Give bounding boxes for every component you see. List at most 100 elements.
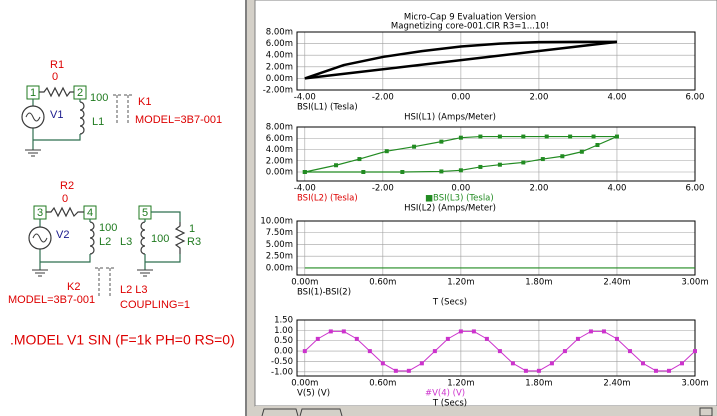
marker (478, 134, 483, 139)
y-tick-label: 6.00m (266, 39, 293, 49)
inductor (79, 101, 85, 135)
marker (484, 336, 489, 341)
tab-strip (255, 406, 717, 416)
plot-area (297, 32, 695, 90)
marker (393, 368, 398, 373)
label: 100 (90, 92, 108, 104)
marker (588, 329, 593, 334)
plot-border (296, 31, 696, 91)
x-tick-label: 1.80m (525, 278, 552, 288)
label: 0 (62, 193, 68, 205)
y-tick-label: 1.00 (274, 326, 293, 336)
x-axis-label: T (Secs) (432, 298, 467, 308)
y-tick-label: -2.00m (263, 86, 293, 96)
voltage-source (28, 226, 52, 250)
marker (334, 163, 339, 168)
trace-label: ■BSI(L3) (Tesla) (425, 194, 494, 204)
resistor (174, 222, 186, 254)
node-label: 3 (37, 207, 43, 219)
marker (458, 135, 463, 140)
marker (601, 329, 606, 334)
wire (32, 99, 81, 150)
marker (357, 157, 362, 162)
marker (341, 329, 346, 334)
marker (627, 349, 632, 354)
x-tick-label: -4.00 (294, 184, 316, 194)
inductor (89, 221, 95, 255)
label: L3 (120, 236, 132, 248)
x-tick-label: 4.00 (607, 184, 626, 194)
marker (497, 134, 502, 139)
marker (400, 170, 405, 174)
label: K1 (138, 96, 151, 108)
marker (693, 349, 697, 354)
marker (361, 170, 366, 174)
marker (666, 368, 671, 373)
ground (32, 269, 153, 277)
wire (39, 211, 181, 270)
marker (497, 349, 502, 354)
trace-label: BSI(L1) (Tesla) (297, 103, 358, 113)
y-tick-label: -1.00 (271, 367, 293, 377)
label: MODEL=3B7-001 (135, 114, 222, 126)
marker (523, 368, 528, 373)
y-tick-label: 4.00m (266, 51, 293, 61)
x-axis-label: HSI(L2) (Amps/Meter) (404, 204, 496, 214)
marker (406, 368, 411, 373)
x-tick-label: 0.60m (369, 278, 396, 288)
label: R2 (60, 180, 74, 192)
marker (575, 336, 580, 341)
marker (540, 157, 545, 162)
y-tick-label: 8.00m (266, 28, 293, 38)
x-tick-label: 1.80m (525, 379, 552, 389)
marker (380, 361, 385, 366)
x-axis-label: T (Secs) (432, 399, 467, 409)
core-symbol (95, 267, 114, 296)
marker (536, 368, 541, 373)
x-tick-label: 2.40m (603, 278, 630, 288)
y-tick-label: 7.50m (266, 228, 293, 238)
marker (510, 361, 515, 366)
label: L2 L3 (120, 284, 148, 296)
y-tick-label: 8.00m (266, 123, 293, 133)
marker (521, 160, 526, 165)
x-tick-label: 0.00 (451, 93, 470, 103)
label: L1 (92, 116, 104, 128)
tab[interactable] (261, 408, 343, 416)
plot-border (296, 319, 696, 377)
x-tick-label: -2.00 (372, 93, 394, 103)
splitter (245, 0, 247, 416)
marker (614, 336, 619, 341)
label: 1 (189, 223, 195, 235)
label: V2 (56, 229, 69, 241)
y-tick-label: 5.00m (266, 240, 293, 250)
node-label: 2 (77, 87, 83, 99)
node-label: 5 (142, 207, 148, 219)
x-tick-label: 4.00 (607, 93, 626, 103)
x-tick-label: 6.00 (686, 184, 705, 194)
label: COUPLING=1 (120, 299, 190, 311)
marker (595, 143, 600, 147)
marker (384, 149, 389, 154)
marker (354, 336, 359, 341)
model-statement: .MODEL V1 SIN (F=1k PH=0 RS=0) (10, 332, 235, 348)
resistor (39, 86, 74, 98)
marker (315, 336, 320, 341)
marker (367, 349, 372, 354)
y-tick-label: 2.00m (266, 62, 293, 72)
scroll-button[interactable] (699, 407, 713, 416)
trace-label: BSI(L2) (Tesla) (297, 194, 358, 204)
y-tick-label: 0.00m (266, 263, 293, 273)
marker (302, 349, 307, 354)
y-tick-label: 0.50 (274, 336, 293, 346)
x-axis-label: HSI(L1) (Amps/Meter) (404, 113, 496, 123)
core-symbol (113, 94, 132, 125)
marker (412, 144, 417, 149)
marker (614, 134, 619, 139)
trace (304, 40, 618, 80)
marker (521, 134, 526, 139)
y-tick-label: 4.00m (266, 145, 293, 155)
